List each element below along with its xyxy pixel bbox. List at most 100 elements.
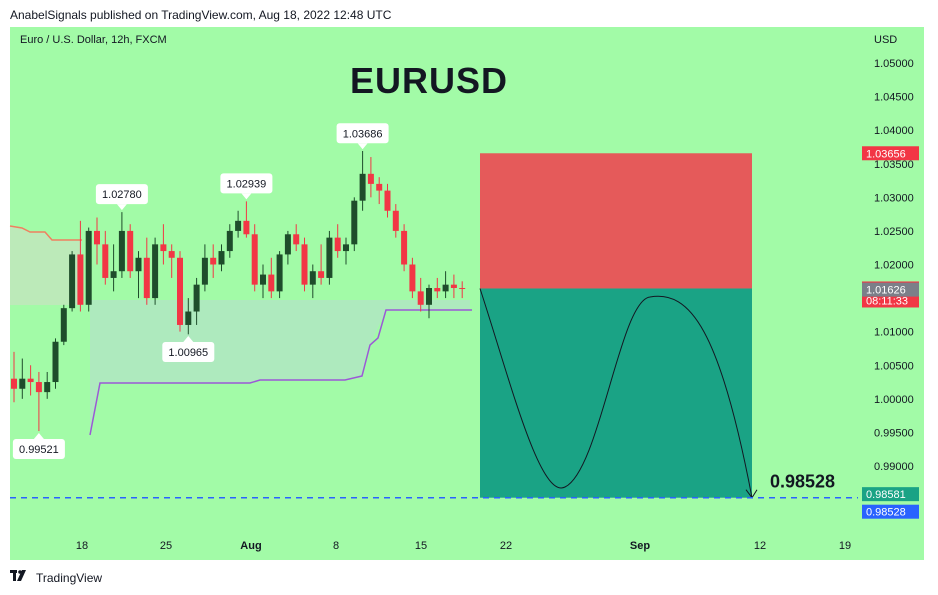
candle-body (284, 234, 291, 255)
callout-label: 1.02780 (102, 189, 142, 201)
y-tick-label: 0.99500 (874, 427, 914, 439)
y-tick-label: 0.99000 (874, 461, 914, 473)
tradingview-logo-icon (10, 570, 30, 585)
take-profit-zone (480, 288, 752, 498)
candle-body (334, 237, 341, 252)
candle-body (343, 244, 349, 252)
candle-body (235, 220, 242, 231)
x-tick-label: 25 (160, 540, 172, 552)
chart-title: EURUSD (350, 60, 509, 101)
badge-label: 1.01626 (866, 285, 906, 297)
callout-box (220, 173, 273, 194)
candle-body (11, 378, 17, 389)
x-tick-label: Sep (630, 540, 650, 552)
callout-pointer (183, 336, 194, 343)
purple-band-line (89, 309, 472, 436)
candle-body (459, 288, 466, 290)
x-tick-label: 15 (415, 540, 427, 552)
y-tick-label: 1.01000 (874, 327, 914, 339)
candle-body (351, 200, 358, 245)
candle-body (19, 378, 26, 389)
candle-body (384, 190, 391, 211)
y-tick-label: 1.00000 (874, 394, 914, 406)
candle-body (177, 257, 183, 325)
candle-body (69, 254, 76, 309)
x-tick-label: Aug (240, 540, 261, 552)
band-fill-right (90, 300, 470, 435)
callout-pointer (116, 204, 127, 211)
candle-body (60, 308, 67, 342)
symbol-label: Euro / U.S. Dollar, 12h, FXCM (20, 34, 167, 46)
price-badge: 0.98528 (862, 504, 919, 519)
badge-label: 0.98581 (866, 489, 906, 501)
candle-body (52, 341, 59, 383)
candle-body (401, 230, 408, 265)
candle-body (434, 288, 441, 292)
candle-body (409, 264, 416, 292)
callout-label: 1.03686 (343, 128, 383, 140)
y-tick-label: 1.02000 (874, 260, 914, 272)
price-callout: 1.02780 (95, 184, 148, 211)
candle-body (35, 382, 42, 393)
y-tick-label: 1.03500 (874, 159, 914, 171)
candle-body (102, 244, 109, 278)
x-tick-label: 18 (76, 540, 88, 552)
callout-box (336, 123, 389, 144)
candle-body (376, 183, 383, 191)
candle-body (127, 230, 134, 272)
candle-body (326, 237, 333, 278)
y-tick-label: 1.05000 (874, 58, 914, 70)
callout-label: 1.00965 (168, 347, 208, 359)
stop-loss-zone (480, 153, 752, 289)
price-badge: 0.98581 (862, 487, 919, 502)
candle-body (152, 244, 159, 299)
candle-body (243, 220, 250, 235)
callout-box (162, 342, 215, 363)
candle-body (193, 284, 200, 312)
candle-body (442, 284, 449, 292)
y-tick-label: 1.04000 (874, 125, 914, 137)
target-price-label: 0.98528 (770, 472, 835, 492)
candle-body (85, 230, 92, 305)
callout-label: 0.99521 (19, 444, 59, 456)
price-callout: 0.99521 (12, 433, 65, 460)
price-badge: 1.01626 (862, 282, 919, 297)
candle-body (218, 251, 225, 265)
candle-body (367, 173, 374, 184)
candle-body (392, 210, 399, 231)
callout-pointer (241, 193, 252, 200)
candle-body (417, 291, 424, 305)
y-tick-label: 1.00500 (874, 360, 914, 372)
badge-label: 1.03656 (866, 148, 906, 160)
candle-body (251, 234, 258, 285)
badge-countdown: 08:11:33 (866, 295, 908, 307)
candle-body (359, 173, 366, 201)
candle-body (260, 274, 266, 285)
candle-body (94, 230, 100, 245)
price-badge: 1.03656 (862, 146, 919, 161)
candle-body (201, 257, 208, 285)
candle-body (185, 311, 192, 325)
tradingview-brand: TradingView (36, 570, 103, 585)
currency-label: USD (874, 34, 898, 46)
candle-body (301, 244, 308, 285)
callout-box (95, 184, 148, 205)
callout-box (12, 439, 65, 460)
x-tick-label: 19 (839, 540, 851, 552)
badge-box (862, 146, 919, 161)
publisher-header: AnabelSignals published on TradingView.c… (10, 8, 392, 22)
candle-body (110, 271, 117, 278)
candle-body (226, 230, 233, 252)
badge-label: 0.98528 (866, 507, 906, 519)
candle-body (135, 257, 142, 272)
x-tick-label: 22 (500, 540, 512, 552)
callout-label: 1.02939 (227, 178, 267, 190)
callout-pointer (33, 433, 44, 440)
badge-box (862, 487, 919, 502)
candle-body (143, 257, 150, 299)
candle-body (27, 378, 34, 383)
candle-body (268, 274, 275, 292)
candle-body (450, 284, 457, 289)
candle-body (168, 251, 175, 258)
orange-band-line (9, 225, 82, 241)
